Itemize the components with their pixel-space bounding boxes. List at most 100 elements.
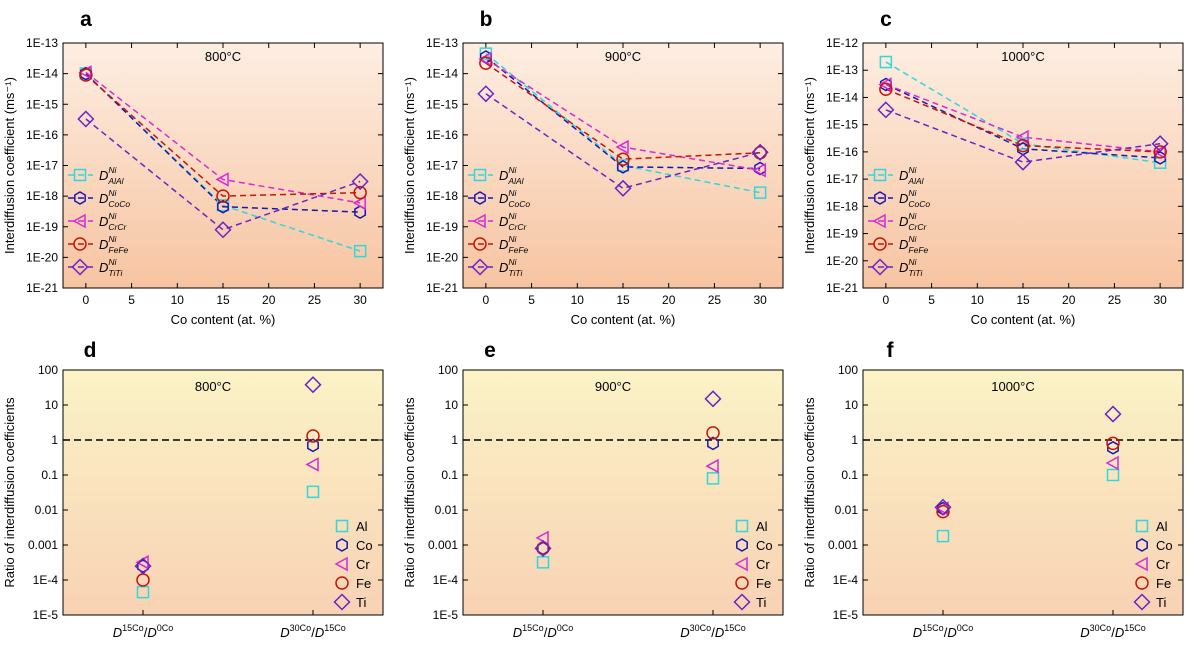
data-point-ti — [351, 172, 369, 191]
y-tick-label: 1E-4 — [33, 573, 59, 587]
category-slash: / — [1111, 625, 1115, 640]
y-tick-label: 0.001 — [828, 538, 858, 552]
category-superscript: 30Co — [290, 623, 312, 633]
category-symbol: D — [1080, 625, 1089, 640]
y-tick-label: 1E-18 — [826, 199, 858, 213]
x-tick-label: 30 — [1153, 293, 1167, 307]
data-point-fe — [706, 426, 720, 440]
y-tick-label: 0.001 — [28, 538, 58, 552]
x-category-label: D15Co/D0Co — [913, 623, 973, 640]
legend-subscript: AlAl — [507, 176, 524, 186]
legend-symbol: D — [899, 260, 908, 275]
panel-letter: d — [84, 339, 97, 362]
x-tick-label: 20 — [662, 293, 676, 307]
y-tick-label: 0.01 — [835, 503, 859, 517]
y-tick-label: 1E-13 — [26, 36, 58, 50]
legend-symbol: D — [899, 191, 908, 206]
x-category-label: D30Co/D15Co — [1080, 623, 1145, 640]
legend-marker-co — [736, 538, 748, 552]
legend-symbol: D — [99, 168, 108, 183]
data-point-cr — [352, 195, 366, 211]
legend-label-cr: Cr — [356, 557, 370, 572]
x-category-label: D30Co/D15Co — [680, 623, 745, 640]
y-tick-label: 100 — [438, 363, 458, 377]
category-symbol: D — [947, 625, 956, 640]
x-tick-label: 20 — [262, 293, 276, 307]
legend-marker-fe — [735, 576, 749, 590]
category-symbol: D — [147, 625, 156, 640]
plot-background — [463, 370, 783, 615]
x-tick-label: 30 — [353, 293, 367, 307]
y-tick-label: 1E-12 — [826, 36, 858, 50]
data-point-ti — [877, 101, 895, 119]
data-point-co — [217, 199, 229, 214]
y-tick-label: 0.01 — [435, 503, 459, 517]
x-tick-label: 5 — [928, 293, 935, 307]
legend-symbol: D — [499, 260, 508, 275]
category-symbol: D — [715, 625, 724, 640]
legend-label-co: Co — [1156, 538, 1173, 553]
plot-background — [63, 43, 383, 288]
legend-label-cr: DNi CrCr — [99, 211, 128, 232]
legend-marker-cr — [72, 213, 86, 229]
legend-superscript: Ni — [908, 211, 917, 221]
y-tick-label: 10 — [445, 398, 459, 412]
y-tick-label: 100 — [838, 363, 858, 377]
legend-label-al: Al — [356, 519, 368, 534]
panel-letter: b — [480, 8, 493, 31]
temperature-label: 900°C — [595, 379, 631, 394]
y-axis-title: Ratio of interdiffusion coefficients — [402, 397, 417, 588]
legend-superscript: Ni — [508, 257, 517, 267]
y-axis-title: Ratio of interdiffusion coefficients — [802, 397, 817, 588]
series-line-co — [485, 56, 761, 170]
legend-symbol: D — [899, 168, 908, 183]
category-symbol: D — [280, 625, 289, 640]
data-point-al — [706, 472, 720, 485]
category-superscript: 15Co — [122, 623, 144, 633]
y-tick-label: 1E-15 — [826, 118, 858, 132]
data-point-fe — [79, 68, 93, 82]
data-point-ti — [534, 539, 552, 557]
series-line-cr — [485, 58, 761, 171]
legend-label-ti: Ti — [756, 595, 766, 610]
data-point-fe — [936, 504, 950, 519]
data-point-fe — [1016, 138, 1030, 153]
data-point-fe — [479, 56, 493, 70]
series-line-al — [485, 53, 761, 194]
y-tick-label: 1E-13 — [826, 63, 858, 77]
legend-marker-cr — [872, 213, 886, 229]
x-tick-label: 10 — [971, 293, 985, 307]
data-point-fe — [616, 152, 630, 166]
temperature-label: 1000°C — [991, 379, 1035, 394]
legend-marker-al — [73, 168, 87, 182]
legend-subscript: CrCr — [108, 222, 127, 232]
y-tick-label: 10 — [845, 398, 859, 412]
temperature-label: 900°C — [605, 49, 641, 64]
y-tick-label: 1E-19 — [426, 220, 458, 234]
x-tick-label: 30 — [753, 293, 767, 307]
category-symbol: D — [1115, 625, 1124, 640]
legend-marker-co — [1136, 538, 1148, 552]
legend-superscript: Ni — [508, 165, 517, 175]
legend-marker-co — [74, 191, 86, 205]
legend-label-al: Al — [1156, 519, 1168, 534]
legend-marker-ti — [333, 593, 351, 611]
legend-superscript: Ni — [908, 165, 917, 175]
legend-label-cr: DNi CrCr — [899, 211, 928, 232]
x-axis-title: Co content (at. %) — [571, 312, 676, 327]
legend-subscript: CoCo — [908, 199, 930, 209]
legend-subscript: AlAl — [107, 176, 124, 186]
data-point-fe — [306, 429, 320, 443]
legend-label-fe: Fe — [1156, 576, 1171, 591]
y-tick-label: 1E-13 — [426, 36, 458, 50]
data-point-ti — [1014, 153, 1032, 171]
y-tick-label: 1E-19 — [826, 227, 858, 241]
legend-label-al: DNi AlAl — [99, 165, 125, 186]
legend-marker-fe — [1135, 576, 1149, 590]
legend-label-co: DNi CoCo — [899, 188, 930, 209]
y-tick-label: 1E-15 — [26, 97, 58, 111]
data-point-al — [306, 485, 320, 499]
x-tick-label: 25 — [708, 293, 722, 307]
legend-subscript: FeFe — [508, 245, 528, 255]
legend-superscript: Ni — [908, 257, 917, 267]
